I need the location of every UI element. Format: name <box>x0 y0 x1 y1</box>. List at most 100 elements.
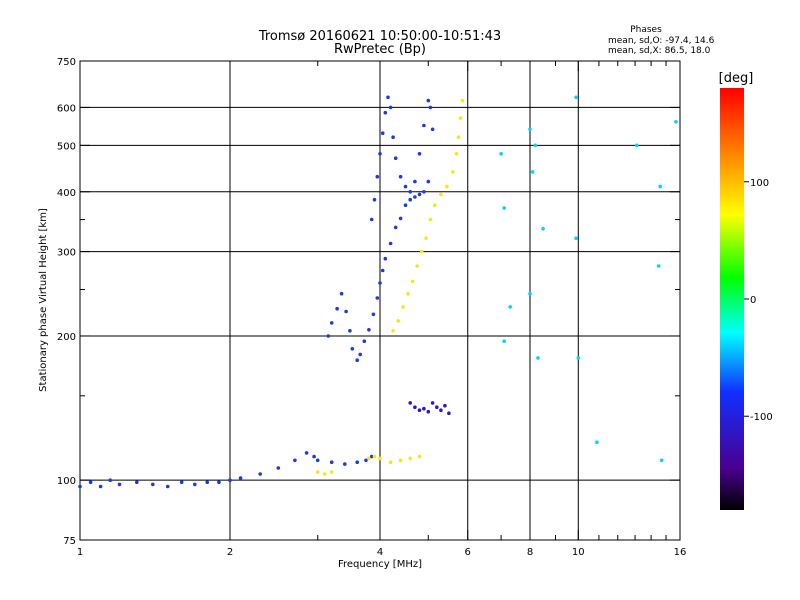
data-point <box>339 291 344 296</box>
data-point <box>372 197 377 202</box>
data-point <box>410 279 415 284</box>
data-point <box>367 328 371 332</box>
data-point <box>595 440 599 445</box>
data-point <box>428 217 433 222</box>
data-point <box>383 110 388 115</box>
data-point <box>335 306 339 311</box>
data-point <box>456 135 461 139</box>
data-point <box>426 409 431 414</box>
data-point <box>419 249 424 254</box>
data-point <box>634 143 639 148</box>
data-point <box>528 291 532 296</box>
data-point <box>656 264 661 268</box>
data-point <box>403 184 408 189</box>
data-point <box>424 236 428 240</box>
data-point <box>388 460 393 465</box>
data-point <box>536 356 540 360</box>
data-point <box>413 179 417 184</box>
x-tick-label: 16 <box>674 547 687 558</box>
y-tick-label: 500 <box>57 141 76 152</box>
data-point <box>78 484 82 489</box>
axis-ticks: 1 2 4 6 8 10 16 75 100 200 300 400 500 600 750 <box>57 57 686 558</box>
data-point <box>355 358 360 363</box>
data-point <box>508 305 512 309</box>
data-point <box>403 203 408 207</box>
data-point <box>401 305 405 309</box>
data-point <box>393 225 398 230</box>
data-point <box>435 405 439 410</box>
data-point <box>408 456 413 461</box>
data-point <box>430 401 435 405</box>
data-point <box>367 456 371 461</box>
data-point <box>315 470 320 474</box>
colorbar-label: [deg] <box>719 71 754 86</box>
data-point <box>258 472 263 476</box>
data-point <box>193 482 197 487</box>
data-point <box>530 170 535 174</box>
data-point <box>135 480 139 485</box>
data-point <box>88 480 93 485</box>
data-point <box>451 170 455 174</box>
data-point <box>443 403 447 408</box>
data-point <box>408 401 413 405</box>
data-points <box>78 95 678 489</box>
data-point <box>98 484 103 489</box>
data-point <box>413 195 417 199</box>
data-point <box>417 408 422 413</box>
data-point <box>312 454 316 459</box>
x-tick-label: 4 <box>377 547 383 558</box>
data-point <box>576 356 581 360</box>
data-point <box>371 312 376 317</box>
data-point <box>151 482 155 487</box>
data-point <box>413 405 417 410</box>
data-point <box>326 334 331 338</box>
data-point <box>428 105 433 110</box>
series-f-o-upper <box>369 95 435 222</box>
data-point <box>383 256 388 261</box>
series-e-x-trace <box>315 454 422 476</box>
data-point <box>329 460 334 465</box>
data-point <box>422 406 426 411</box>
data-point <box>574 95 578 100</box>
data-point <box>108 478 112 483</box>
data-point <box>375 174 380 179</box>
series-f-x-trace <box>391 98 465 333</box>
data-point <box>422 190 426 194</box>
data-point <box>533 143 538 148</box>
data-point <box>439 408 443 413</box>
data-point <box>355 460 360 465</box>
phases-line-x: mean, sd,X: 86.5, 18.0 <box>608 46 711 56</box>
data-point <box>380 131 385 135</box>
data-point <box>417 454 422 459</box>
y-tick-label: 600 <box>57 103 76 114</box>
data-point <box>502 339 507 344</box>
data-point <box>447 411 451 416</box>
y-tick-label: 100 <box>57 476 76 487</box>
data-point <box>659 458 664 463</box>
data-point <box>454 152 459 156</box>
data-point <box>179 480 184 485</box>
y-tick-label: 75 <box>63 536 76 547</box>
data-point <box>348 329 352 333</box>
data-point <box>541 226 545 231</box>
chart-title: Tromsø 20160621 10:50:00-10:51:43 <box>258 29 501 44</box>
data-point <box>430 127 435 132</box>
data-point <box>388 105 393 110</box>
x-tick-label: 6 <box>465 547 471 558</box>
data-point <box>391 329 395 333</box>
data-point <box>358 352 363 357</box>
phases-heading: Phases <box>630 25 662 35</box>
data-point <box>426 179 431 184</box>
data-point <box>574 236 578 240</box>
data-point <box>364 458 368 463</box>
data-point <box>217 480 221 485</box>
data-point <box>460 98 465 103</box>
data-point <box>276 466 281 470</box>
y-tick-label: 750 <box>57 57 76 68</box>
data-point <box>372 454 377 459</box>
data-point <box>375 296 380 300</box>
phases-line-o: mean, sd,O: -97.4, 14.6 <box>608 36 715 46</box>
colorbar-tick-label: 0 <box>750 295 756 306</box>
y-tick-label: 200 <box>57 332 76 343</box>
